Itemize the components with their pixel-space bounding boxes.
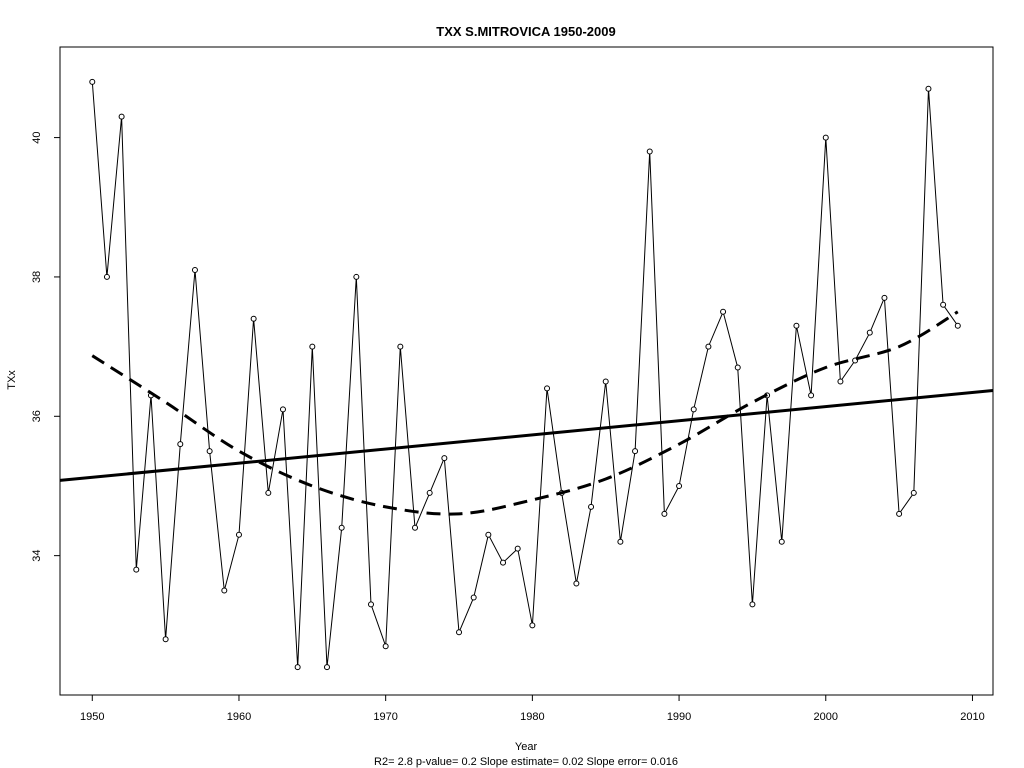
txx-data-point xyxy=(602,378,609,385)
txx-data-point xyxy=(910,489,917,496)
txx-data-point xyxy=(191,266,198,273)
txx-data-point xyxy=(778,538,785,545)
txx-data-point xyxy=(822,134,829,141)
txx-data-point xyxy=(456,629,463,636)
txx-data-point xyxy=(485,531,492,538)
txx-data-point xyxy=(382,643,389,650)
txx-data-point xyxy=(323,664,330,671)
txx-data-point xyxy=(89,78,96,85)
txx-data-point xyxy=(103,273,110,280)
y-tick-label: 34 xyxy=(31,550,43,562)
txx-data-point xyxy=(177,441,184,448)
txx-data-point xyxy=(661,510,668,517)
txx-data-point xyxy=(133,566,140,573)
smooth-fit-dashed-curve xyxy=(91,310,959,516)
txx-data-point xyxy=(866,329,873,336)
txx-data-point xyxy=(734,364,741,371)
txx-data-point xyxy=(837,378,844,385)
txx-data-point xyxy=(749,601,756,608)
txx-data-point xyxy=(617,538,624,545)
txx-data-point xyxy=(206,448,213,455)
y-axis: 34 36 38 40 xyxy=(31,131,60,562)
txx-data-point xyxy=(676,482,683,489)
txx-data-point xyxy=(529,622,536,629)
txx-data-point xyxy=(793,322,800,329)
linear-trend-line xyxy=(59,389,994,482)
x-tick-label: 1970 xyxy=(373,711,397,723)
txx-data-point xyxy=(368,601,374,608)
x-axis: 1950 1960 1970 1980 1990 2000 2010 xyxy=(80,695,985,723)
txx-data-point xyxy=(412,524,419,531)
txx-data-point xyxy=(500,559,507,566)
x-tick-label: 2010 xyxy=(960,711,984,723)
stats-footnote: R2= 2.8 p-value= 0.2 Slope estimate= 0.0… xyxy=(374,756,678,768)
txx-data-point xyxy=(690,406,697,413)
x-tick-label: 1960 xyxy=(227,711,251,723)
txx-data-point xyxy=(338,524,345,531)
txx-data-point xyxy=(573,580,580,587)
series-layer xyxy=(59,78,994,671)
x-tick-label: 1950 xyxy=(80,711,104,723)
txx-data-point xyxy=(397,343,404,350)
txx-data-point xyxy=(162,636,169,643)
txx-data-point xyxy=(925,85,932,92)
y-axis-label: TXx xyxy=(6,370,18,390)
y-tick-label: 40 xyxy=(31,131,43,143)
txx-data-point xyxy=(940,301,947,308)
plot-frame xyxy=(59,46,994,696)
txx-data-point xyxy=(250,315,257,322)
y-tick-label: 36 xyxy=(31,410,43,422)
x-axis-label: Year xyxy=(515,741,538,753)
txx-data-point xyxy=(646,148,653,155)
txx-data-point xyxy=(309,343,316,350)
txx-data-point xyxy=(353,273,360,280)
txx-data-point xyxy=(279,406,286,413)
txx-data-point xyxy=(235,531,242,538)
chart-title: TXX S.MITROVICA 1950-2009 xyxy=(436,24,615,39)
txx-data-point xyxy=(426,489,433,496)
y-tick-label: 38 xyxy=(31,271,43,283)
txx-data-point xyxy=(720,308,727,315)
txx-data-point xyxy=(118,113,125,120)
txx-data-point xyxy=(896,510,903,517)
txx-data-point xyxy=(881,294,888,301)
x-tick-label: 2000 xyxy=(814,711,838,723)
txx-data-point xyxy=(808,392,815,399)
txx-data-point xyxy=(514,545,521,552)
txx-data-point xyxy=(544,385,551,392)
txx-series-line xyxy=(91,81,959,668)
x-tick-label: 1980 xyxy=(520,711,544,723)
txx-data-point xyxy=(632,448,639,455)
x-tick-label: 1990 xyxy=(667,711,691,723)
txx-data-point xyxy=(588,503,595,510)
txx-data-point xyxy=(265,489,272,496)
txx-data-point xyxy=(441,455,448,462)
txx-data-point xyxy=(221,587,228,594)
txx-data-point xyxy=(705,343,712,350)
txx-data-point xyxy=(470,594,477,601)
txx-data-point xyxy=(294,664,301,671)
txx-data-point xyxy=(954,322,961,329)
